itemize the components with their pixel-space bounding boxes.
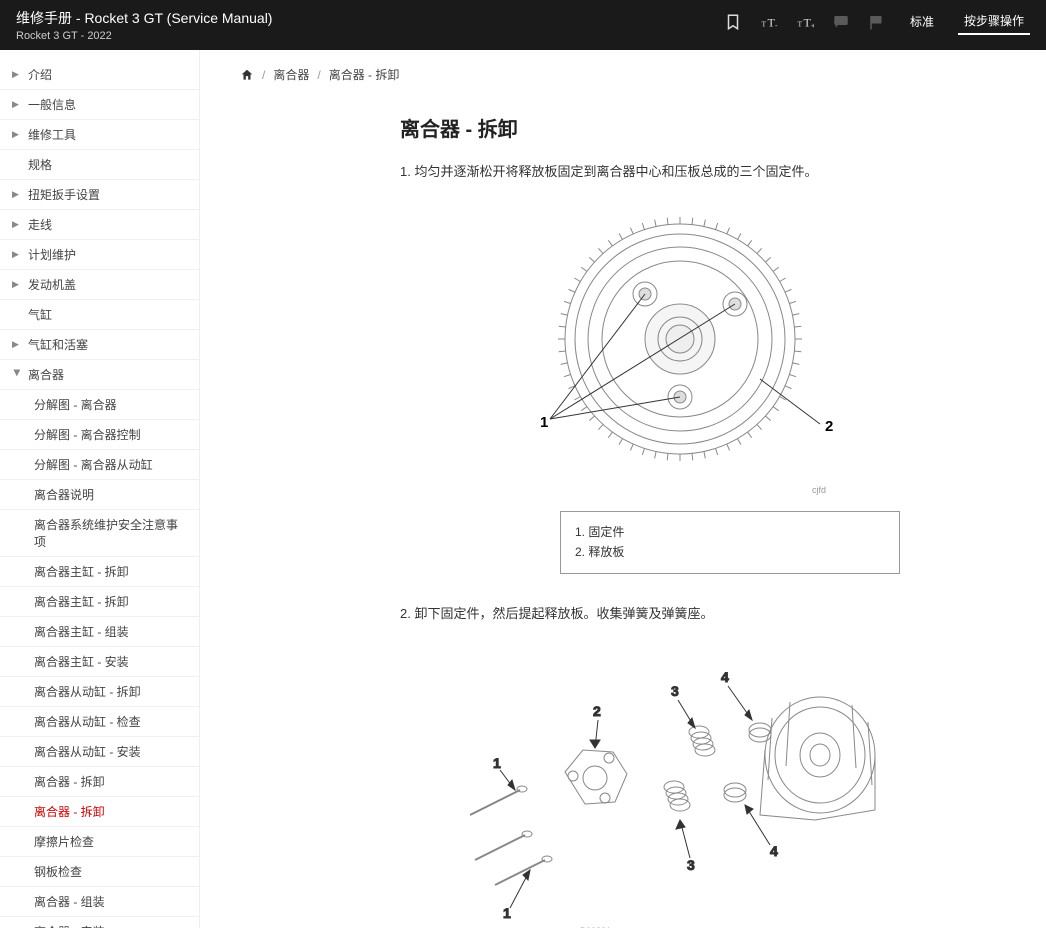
text-smaller-icon[interactable]: TT- [760, 13, 778, 31]
legend-box-1: 1. 固定件 2. 释放板 [560, 511, 900, 574]
svg-text:T: T [761, 19, 766, 28]
legend1-line2: 2. 释放板 [575, 542, 885, 562]
nav-sub-item[interactable]: 离合器主缸 - 组装 [0, 617, 199, 647]
d2-l4a: 4 [721, 669, 729, 685]
nav-item[interactable]: ▶气缸和活塞 [0, 330, 199, 360]
nav-sub-item[interactable]: 分解图 - 离合器控制 [0, 420, 199, 450]
nav-label: 介绍 [28, 66, 52, 83]
nav-item[interactable]: ▶走线 [0, 210, 199, 240]
sidebar: ▶介绍▶一般信息▶维修工具规格 ▶扭矩扳手设置▶走线▶计划维护▶发动机盖气缸 ▶气缸… [0, 50, 200, 928]
nav-item[interactable]: ▶离合器 [0, 360, 199, 390]
diagram-2: 1 1 2 3 3 4 4 [400, 640, 920, 920]
nav-label: 维修工具 [28, 126, 76, 143]
nav-sub-item[interactable]: 离合器 - 拆卸 [0, 767, 199, 797]
diagram-1: 1 2 [400, 199, 900, 479]
breadcrumb: / 离合器 / 离合器 - 拆卸 [240, 66, 1006, 83]
nav-sub-item[interactable]: 钢板检查 [0, 857, 199, 887]
page-title: 离合器 - 拆卸 [400, 113, 1006, 142]
nav-sub-item[interactable]: 离合器从动缸 - 拆卸 [0, 677, 199, 707]
diagram1-label-2: 2 [825, 418, 833, 435]
nav-sub-item[interactable]: 离合器主缸 - 拆卸 [0, 587, 199, 617]
nav-item[interactable]: 规格 [0, 150, 199, 180]
nav-sub-item[interactable]: 摩擦片检查 [0, 827, 199, 857]
nav-item[interactable]: ▶扭矩扳手设置 [0, 180, 199, 210]
breadcrumb-link-1[interactable]: 离合器 [273, 66, 309, 83]
nav-item[interactable]: ▶计划维护 [0, 240, 199, 270]
d2-l2: 2 [593, 703, 601, 719]
nav-label: 气缸 [28, 306, 52, 323]
nav-sub-item[interactable]: 离合器 - 组装 [0, 887, 199, 917]
svg-text:+: + [811, 21, 814, 30]
breadcrumb-link-2[interactable]: 离合器 - 拆卸 [329, 66, 400, 83]
home-icon[interactable] [240, 68, 254, 82]
nav-item[interactable]: ▶发动机盖 [0, 270, 199, 300]
nav-label: 扭矩扳手设置 [28, 186, 100, 203]
nav-sub-item[interactable]: 离合器主缸 - 拆卸 [0, 557, 199, 587]
diagram1-label-1: 1 [540, 414, 548, 431]
d2-l3b: 3 [687, 857, 695, 873]
step-1-text: 1. 均匀并逐渐松开将释放板固定到离合器中心和压板总成的三个固定件。 [400, 162, 1006, 183]
nav-sub-item[interactable]: 分解图 - 离合器从动缸 [0, 450, 199, 480]
bookmark-icon[interactable] [724, 13, 742, 31]
header: 维修手册 - Rocket 3 GT (Service Manual) Rock… [0, 0, 1046, 50]
nav-label: 计划维护 [28, 246, 76, 263]
nav-sub-item[interactable]: 离合器从动缸 - 安装 [0, 737, 199, 767]
step-2-text: 2. 卸下固定件，然后提起释放板。收集弹簧及弹簧座。 [400, 604, 1006, 625]
nav-item[interactable]: ▶维修工具 [0, 120, 199, 150]
d2-l4b: 4 [770, 843, 778, 859]
view-standard-button[interactable]: 标准 [904, 9, 940, 34]
breadcrumb-separator: / [317, 68, 320, 82]
nav-sub-item[interactable]: 离合器从动缸 - 检查 [0, 707, 199, 737]
header-left: 维修手册 - Rocket 3 GT (Service Manual) Rock… [16, 8, 272, 42]
nav-label: 发动机盖 [28, 276, 76, 293]
nav-label: 气缸和活塞 [28, 336, 88, 353]
nav-sub-item[interactable]: 离合器 - 拆卸 [0, 797, 199, 827]
d2-l1a: 1 [493, 755, 501, 771]
nav-label: 规格 [28, 156, 52, 173]
nav-item[interactable]: 气缸 [0, 300, 199, 330]
header-toolbar: TT- T T + 标准 按步骤操作 [724, 8, 1030, 35]
nav-sub-item[interactable]: 离合器系统维护安全注意事项 [0, 510, 199, 557]
text-larger-icon[interactable]: TT+ [796, 13, 814, 31]
svg-text:T: T [797, 19, 802, 28]
nav-label: 走线 [28, 216, 52, 233]
nav-sub-item[interactable]: 离合器说明 [0, 480, 199, 510]
nav-sub-item[interactable]: 离合器 - 安装 [0, 917, 199, 928]
view-steps-button[interactable]: 按步骤操作 [958, 8, 1030, 35]
d2-l1b: 1 [503, 905, 511, 920]
nav-item[interactable]: ▶一般信息 [0, 90, 199, 120]
comment-icon[interactable] [832, 13, 850, 31]
d2-l3a: 3 [671, 683, 679, 699]
content-area: / 离合器 / 离合器 - 拆卸 离合器 - 拆卸 1. 均匀并逐渐松开将释放板… [200, 50, 1046, 928]
nav-label: 离合器 [28, 366, 64, 383]
flag-icon[interactable] [868, 13, 886, 31]
diagram1-caption: cjfd [400, 485, 826, 495]
nav-sub-item[interactable]: 离合器主缸 - 安装 [0, 647, 199, 677]
nav-label: 一般信息 [28, 96, 76, 113]
nav-sub-item[interactable]: 分解图 - 离合器 [0, 390, 199, 420]
legend1-line1: 1. 固定件 [575, 522, 885, 542]
header-subtitle: Rocket 3 GT - 2022 [16, 30, 272, 42]
svg-text:-: - [775, 21, 778, 30]
breadcrumb-separator: / [262, 68, 265, 82]
nav-item[interactable]: ▶介绍 [0, 60, 199, 90]
header-title: 维修手册 - Rocket 3 GT (Service Manual) [16, 8, 272, 28]
